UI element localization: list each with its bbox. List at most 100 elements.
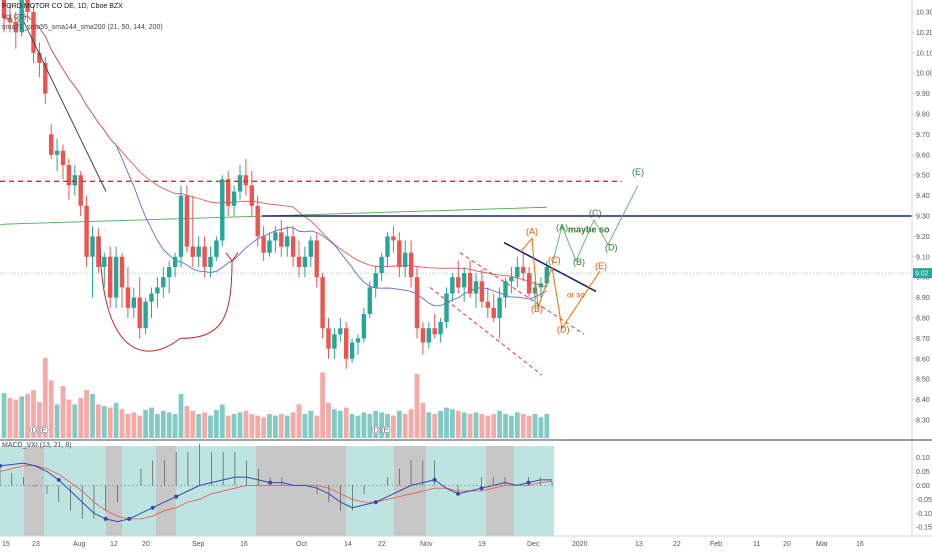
maybe-so-label: maybe so: [568, 224, 610, 234]
candle: [279, 220, 284, 257]
time-tick-label: 15: [2, 541, 10, 548]
candle-body: [391, 236, 396, 241]
volume-bar: [479, 414, 485, 438]
candle: [102, 252, 107, 288]
price-tick-label: 9.80: [916, 112, 930, 119]
time-tick-label: 22: [673, 541, 681, 548]
candle: [456, 260, 461, 294]
candle-body: [538, 283, 544, 288]
candle-body: [385, 236, 390, 257]
price-tick-label: 8.80: [916, 316, 930, 323]
macd-legend[interactable]: MACD_VXI (13, 21, 8): [2, 442, 72, 449]
candle: [532, 281, 538, 308]
price-tick-label: 9.60: [916, 152, 930, 159]
candle-body: [349, 342, 355, 359]
price-tick-label: 9.90: [916, 91, 930, 98]
candle: [296, 240, 302, 278]
candle-body: [497, 297, 502, 318]
candle-body: [149, 293, 154, 302]
candle: [479, 269, 485, 308]
candle: [290, 226, 296, 267]
green-wave-label: (B): [573, 257, 585, 267]
candle-body: [361, 313, 367, 339]
volume-legend[interactable]: Vol (20): [2, 14, 27, 21]
candle-body: [167, 267, 172, 278]
volume-bar: [337, 410, 343, 438]
candle: [119, 252, 125, 308]
macd-tick-label: -0.10: [916, 511, 932, 518]
candle: [491, 293, 496, 323]
candle-body: [113, 256, 119, 298]
candle-body: [226, 179, 231, 206]
volume-bar: [237, 412, 243, 438]
green-wave-label: (A): [556, 222, 568, 232]
price-tick-label: 9.10: [916, 254, 930, 261]
volume-bar: [255, 415, 261, 438]
macd-zone: [156, 446, 176, 536]
candle: [338, 318, 343, 343]
price-tick-label: 8.60: [916, 356, 930, 363]
volume-bar: [96, 404, 101, 438]
volume-bar: [13, 399, 19, 438]
macd-signal-line: [0, 464, 553, 520]
green-wave-label: (E): [632, 167, 644, 177]
candle: [66, 158, 72, 200]
macd-cross-dot: [56, 477, 61, 482]
candle: [214, 236, 219, 261]
candle: [538, 277, 544, 298]
macd-zone: [122, 446, 156, 536]
macd-zone: [256, 446, 346, 536]
volume-bar: [278, 414, 284, 438]
candle-body: [220, 179, 225, 241]
sma-legend[interactable]: sma21_sma55_sma144_sma200 (21, 50, 144, …: [2, 24, 163, 31]
price-tick-label: 9.30: [916, 214, 930, 221]
candle: [515, 256, 520, 288]
price-tick-label: 9.70: [916, 132, 930, 139]
candle: [285, 226, 290, 257]
candle: [60, 144, 66, 180]
candle: [149, 287, 154, 318]
volume-bar: [166, 412, 172, 438]
volume-bar: [402, 414, 408, 438]
volume-bar: [119, 409, 125, 438]
candle: [113, 246, 119, 308]
price-tick-label: 9.20: [916, 234, 930, 241]
macd-cross-dot: [127, 516, 132, 521]
macd-tick-label: -0.15: [916, 525, 932, 532]
candle: [391, 226, 396, 253]
macd-cross-dot: [103, 516, 108, 521]
candle: [408, 240, 414, 288]
volume-bar: [349, 414, 355, 438]
volume-bar: [42, 358, 48, 438]
volume-bar: [54, 404, 60, 438]
volume-bar: [396, 410, 402, 438]
time-tick-label: 11: [753, 541, 760, 548]
candle-body: [432, 328, 437, 335]
candle-body: [78, 175, 83, 206]
candle: [231, 185, 237, 216]
candle-body: [397, 240, 402, 267]
volume-bar: [84, 390, 89, 438]
macd-zone: [486, 446, 514, 536]
volume-bar: [231, 414, 237, 438]
time-tick-label: Sep: [192, 541, 205, 548]
price-tick-label: 8.40: [916, 397, 930, 404]
event-marker: [371, 425, 381, 435]
candle: [172, 252, 178, 278]
macd-tick-label: 0.05: [916, 469, 930, 476]
candle: [220, 175, 225, 247]
time-tick-label: Aug: [73, 541, 86, 548]
volume-bar: [107, 407, 113, 438]
volume-bar: [214, 410, 219, 438]
candle-body: [96, 236, 101, 267]
event-marker-label: E: [384, 428, 389, 435]
macd-tick-label: 0.00: [916, 483, 930, 490]
candle-body: [296, 256, 302, 267]
candle-body: [367, 287, 372, 314]
macd-cross-dot: [174, 494, 179, 499]
symbol-title[interactable]: FORD MOTOR CO DE, 1D, Cboe BZX: [2, 3, 123, 10]
cup-arrow: [225, 252, 239, 262]
candle-body: [462, 273, 467, 288]
